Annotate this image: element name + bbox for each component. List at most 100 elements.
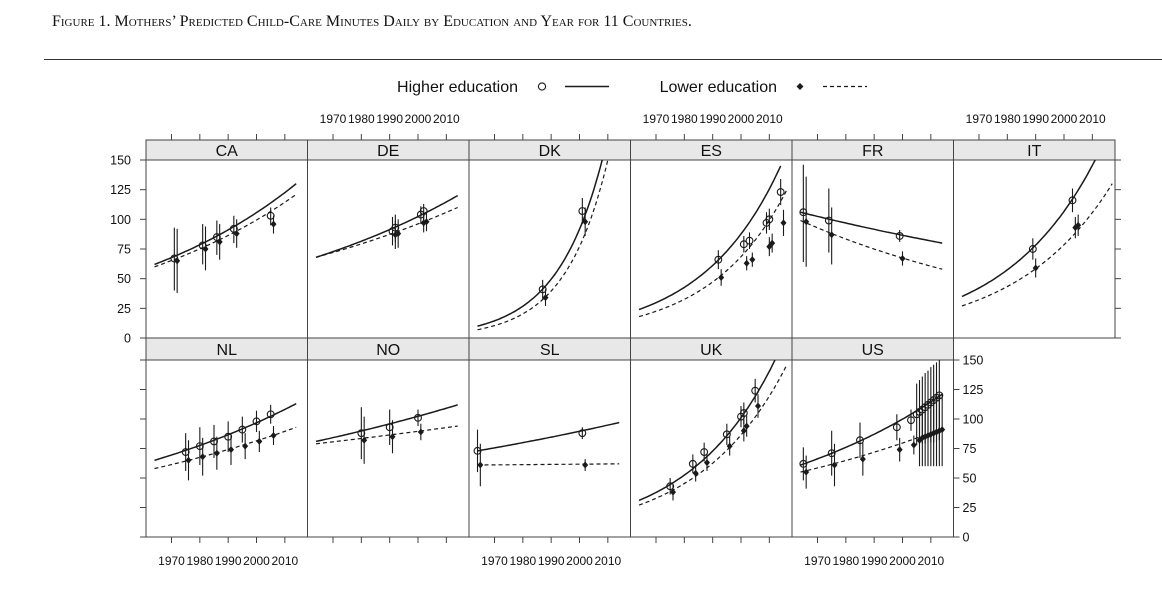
- legend: Higher education Lower education: [397, 79, 867, 96]
- point-lower: [831, 461, 838, 469]
- point-lower: [256, 437, 263, 445]
- panel-label: IT: [1027, 143, 1041, 160]
- point-higher: [224, 432, 233, 441]
- curve-lower: [315, 206, 458, 258]
- x-tick-label: 2010: [433, 112, 460, 126]
- panel-frame: [791, 359, 954, 538]
- panel-dk: DK: [468, 134, 631, 339]
- point-lower: [582, 461, 589, 469]
- y-tick-label: 25: [963, 501, 977, 515]
- x-tick-label: 2000: [243, 554, 270, 568]
- point-higher: [357, 429, 366, 438]
- x-tick-label: 2000: [728, 112, 755, 126]
- curve-lower: [315, 425, 458, 445]
- point-higher: [229, 224, 238, 233]
- point-lower: [582, 218, 589, 226]
- panel-frame: [953, 159, 1116, 339]
- point-lower: [542, 294, 549, 302]
- point-higher: [688, 459, 697, 468]
- point-lower: [910, 441, 917, 449]
- legend-symbol-lower: [796, 83, 804, 90]
- point-lower: [740, 427, 747, 435]
- point-lower: [216, 238, 223, 246]
- point-lower: [755, 402, 761, 410]
- x-tick-label: 1980: [186, 554, 213, 568]
- point-higher: [856, 436, 864, 445]
- panel-uk: UK: [630, 337, 793, 543]
- x-tick-label: 1970: [804, 554, 831, 568]
- point-lower: [780, 219, 787, 227]
- legend-label-higher: Higher education: [397, 79, 518, 96]
- point-higher: [266, 211, 275, 220]
- curve-lower: [961, 183, 1113, 307]
- point-higher: [578, 207, 587, 215]
- x-tick-label: 2010: [917, 554, 944, 568]
- x-tick-label: 2000: [405, 112, 432, 126]
- point-lower: [174, 257, 181, 265]
- point-higher: [210, 437, 218, 446]
- curve-lower: [638, 365, 787, 506]
- panel-frame: [307, 159, 470, 339]
- point-lower: [389, 433, 396, 441]
- panel-plot: [315, 194, 459, 259]
- panel-us: US 1970 1980 1990 2000 2010 0 25 50 75 100 125 150: [791, 337, 984, 568]
- x-tick-label: 1970: [966, 112, 993, 126]
- point-higher: [252, 417, 261, 426]
- x-tick-label: 1990: [699, 112, 726, 126]
- y-tick-label: 0: [963, 531, 970, 545]
- point-higher: [212, 233, 221, 242]
- point-lower: [270, 432, 277, 440]
- point-higher: [907, 416, 915, 425]
- panel-plot: [638, 360, 787, 506]
- point-higher: [666, 482, 675, 491]
- point-higher: [700, 448, 709, 456]
- x-tick-label: 1980: [348, 112, 375, 126]
- point-higher: [895, 231, 904, 240]
- point-lower: [242, 442, 249, 450]
- curve-higher: [800, 393, 943, 466]
- point-lower: [769, 239, 776, 247]
- curve-lower: [638, 190, 787, 318]
- panel-de: DE 1970 1980 1990 2000 2010: [307, 112, 470, 339]
- y-tick-label: 125: [963, 383, 984, 397]
- panel-plot: [477, 160, 609, 331]
- panel-label: ES: [701, 143, 722, 160]
- x-tick-label: 1990: [1022, 112, 1049, 126]
- panel-plot: [315, 404, 458, 464]
- point-higher: [799, 459, 808, 468]
- panel-label: US: [862, 342, 884, 359]
- x-tick-label: 2010: [756, 112, 783, 126]
- curve-higher: [477, 160, 603, 327]
- point-higher: [414, 413, 422, 422]
- panel-nl: NL 1970 1980 1990 2000 2010: [140, 337, 308, 568]
- point-lower: [185, 456, 192, 464]
- panel-frame: [468, 159, 631, 339]
- panel-fr: FR: [791, 134, 954, 339]
- y-tick-label: 100: [963, 413, 984, 427]
- caption-rule: [44, 59, 1162, 60]
- curve-higher: [800, 211, 943, 244]
- point-higher: [195, 442, 204, 451]
- point-higher: [824, 216, 833, 225]
- x-tick-label: 2000: [889, 554, 916, 568]
- point-lower: [743, 422, 750, 430]
- point-lower: [417, 428, 424, 436]
- panel-label: NO: [376, 342, 400, 359]
- x-tick-label: 1970: [158, 554, 185, 568]
- x-tick-label: 1990: [215, 554, 242, 568]
- x-tick-label: 1970: [481, 554, 508, 568]
- y-tick-label: 25: [117, 302, 131, 316]
- point-lower: [199, 453, 206, 461]
- y-tick-label: 50: [117, 272, 131, 286]
- point-lower: [939, 426, 946, 434]
- point-higher: [722, 430, 731, 439]
- point-lower: [718, 273, 725, 281]
- point-higher: [799, 208, 808, 217]
- curve-higher: [315, 194, 459, 259]
- y-tick-label: 125: [110, 183, 131, 197]
- panel-plot: [799, 164, 943, 270]
- panel-it: IT 1970 1980 1990 2000 2010: [953, 112, 1121, 339]
- panel-ca: CA 0 25 50 75 100 125 150: [110, 134, 308, 346]
